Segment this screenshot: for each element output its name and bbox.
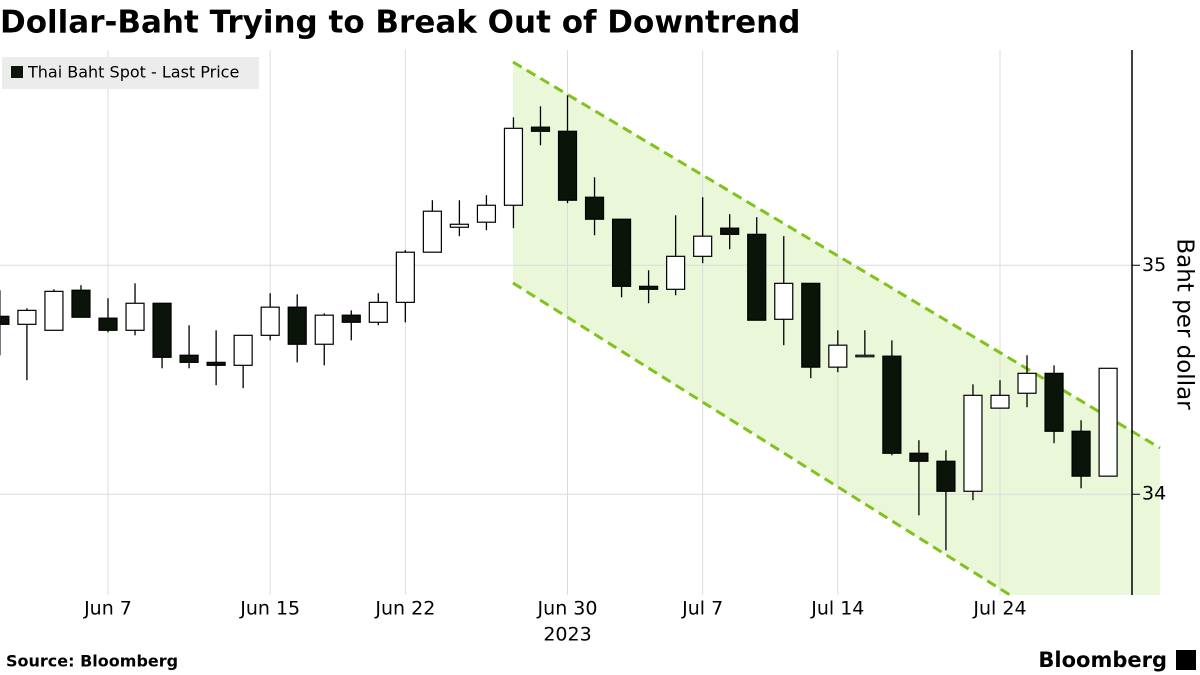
x-tick-label: Jun 30 [537,598,598,620]
candle-body [206,361,226,366]
candle-body [774,282,794,320]
candle-body [233,334,253,366]
candle-body [963,394,983,492]
brand-icon [1176,650,1196,670]
candle-body [855,354,875,358]
candle-body [476,204,497,223]
candle-body [17,309,37,325]
chart-title: Dollar-Baht Trying to Break Out of Downt… [0,5,800,41]
candle-body [368,301,388,323]
candle-body [1071,430,1091,477]
x-tick-label: Jul 7 [681,598,723,620]
x-tick-label: Jul 14 [810,598,864,620]
x-tick-label: Jun 7 [83,598,132,620]
candle-body [557,130,578,201]
candle-body [936,460,956,492]
candle-body [395,251,415,303]
candle-body [71,289,91,318]
x-tick-label: Jul 24 [972,598,1026,620]
y-axis-label: Baht per dollar [1172,238,1198,410]
candle-body [287,306,307,345]
candle-body [882,355,902,454]
y-tick-label: 34 [1142,483,1166,505]
candle-body [449,223,469,228]
candle-body [720,227,740,235]
candle-body [503,127,524,206]
candle-body [638,285,659,290]
candles [0,95,1118,551]
x-tick-label: Jun 15 [239,598,300,620]
legend-swatch [11,66,23,78]
channel-lower [512,281,1011,597]
candle-body [260,306,280,336]
candle-body [98,317,118,331]
channel-area [513,62,1160,595]
candle-body [693,235,713,257]
candle-body [341,314,361,323]
candle-body [530,126,551,132]
candle-body [909,452,929,462]
candle-body [152,302,172,358]
candle-body [1098,367,1118,477]
candle-body [125,302,145,331]
candle-body [611,218,632,287]
legend-label: Thai Baht Spot - Last Price [27,63,239,82]
candle-body [314,314,334,345]
candle-body [747,233,767,321]
candle-body [0,315,10,325]
legend-box [2,57,259,89]
source: Source: Bloomberg [6,652,178,671]
x-tick-label: Jun 22 [374,598,435,620]
candle-body [179,354,199,363]
x-year-label: 2023 [543,624,591,646]
candle-body [584,196,605,220]
candle-body [990,394,1010,409]
candle-body [666,255,686,290]
candle-body [44,290,64,331]
candle-body [1044,372,1064,432]
candle-body [828,344,848,368]
y-tick-label: 35 [1142,254,1166,276]
candle-body [801,282,821,368]
candle-body [422,210,442,253]
candle-body [1017,372,1037,394]
brand: Bloomberg [1038,648,1167,672]
